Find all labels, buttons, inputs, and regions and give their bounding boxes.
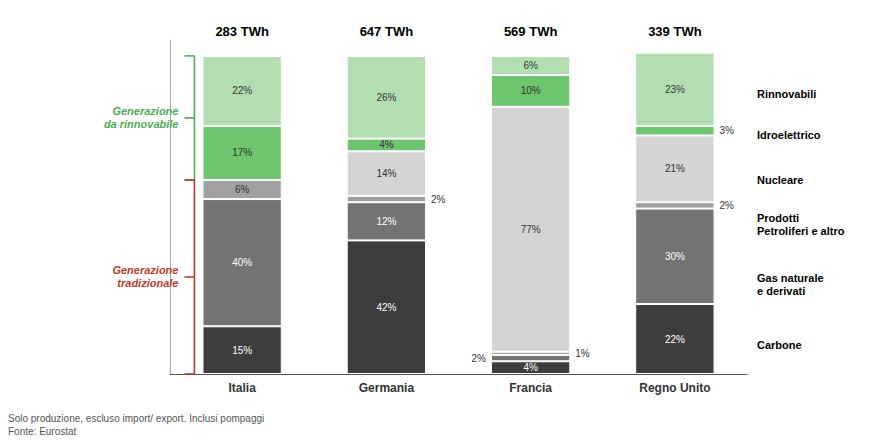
svg-text:647 TWh: 647 TWh <box>360 24 414 39</box>
svg-text:42%: 42% <box>376 302 396 313</box>
svg-text:Germania: Germania <box>359 381 415 395</box>
svg-text:22%: 22% <box>232 85 252 96</box>
svg-text:Rinnovabili: Rinnovabili <box>757 88 816 100</box>
svg-text:1%: 1% <box>575 348 590 359</box>
svg-text:Solo produzione, escluso impor: Solo produzione, escluso import/ export.… <box>8 413 264 424</box>
svg-text:6%: 6% <box>523 60 538 71</box>
svg-text:569 TWh: 569 TWh <box>504 24 558 39</box>
svg-text:2%: 2% <box>472 353 487 364</box>
svg-text:tradizionale: tradizionale <box>117 277 178 289</box>
svg-text:6%: 6% <box>235 184 250 195</box>
svg-text:4%: 4% <box>379 139 394 150</box>
svg-text:Nucleare: Nucleare <box>757 174 803 186</box>
svg-text:21%: 21% <box>665 163 685 174</box>
svg-text:Prodotti: Prodotti <box>757 212 799 224</box>
svg-text:Italia: Italia <box>228 381 256 395</box>
svg-text:30%: 30% <box>665 251 685 262</box>
svg-text:Regno Unito: Regno Unito <box>639 381 710 395</box>
svg-text:40%: 40% <box>232 257 252 268</box>
svg-text:12%: 12% <box>376 216 396 227</box>
svg-text:77%: 77% <box>521 224 541 235</box>
svg-text:15%: 15% <box>232 345 252 356</box>
svg-text:e derivati: e derivati <box>757 285 805 297</box>
svg-text:Carbone: Carbone <box>757 339 802 351</box>
svg-text:2%: 2% <box>720 200 735 211</box>
svg-text:da rinnovabile: da rinnovabile <box>104 118 179 130</box>
svg-text:Generazione: Generazione <box>112 105 178 117</box>
svg-text:23%: 23% <box>665 84 685 95</box>
svg-text:Generazione: Generazione <box>112 264 178 276</box>
svg-text:Fonte: Eurostat: Fonte: Eurostat <box>8 426 77 437</box>
svg-text:Petroliferi e altro: Petroliferi e altro <box>757 225 845 237</box>
svg-text:26%: 26% <box>376 92 396 103</box>
svg-text:17%: 17% <box>232 147 252 158</box>
svg-text:22%: 22% <box>665 334 685 345</box>
svg-text:339 TWh: 339 TWh <box>648 24 702 39</box>
svg-text:2%: 2% <box>431 194 446 205</box>
svg-text:3%: 3% <box>720 125 735 136</box>
svg-text:Idroelettrico: Idroelettrico <box>757 129 821 141</box>
svg-text:283 TWh: 283 TWh <box>215 24 269 39</box>
svg-text:4%: 4% <box>523 362 538 373</box>
svg-text:14%: 14% <box>376 168 396 179</box>
svg-text:10%: 10% <box>521 85 541 96</box>
svg-text:Gas naturale: Gas naturale <box>757 272 824 284</box>
svg-text:Francia: Francia <box>509 381 552 395</box>
